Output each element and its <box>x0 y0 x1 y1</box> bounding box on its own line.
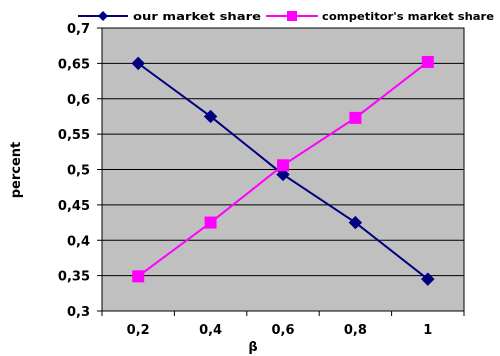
series-2-point <box>349 111 362 124</box>
y-tick-label: 0,7 <box>67 22 90 37</box>
series-2-point <box>277 159 289 172</box>
legend-marker-1 <box>98 11 108 21</box>
legend: our market share competitor's market shar… <box>78 10 494 23</box>
y-tick-label: 0,65 <box>58 57 90 72</box>
y-tick-label: 0,6 <box>67 93 90 108</box>
legend-marker-2 <box>287 11 297 21</box>
y-tick-label: 0,35 <box>58 270 90 285</box>
y-tick-label: 0,3 <box>67 305 90 320</box>
y-axis-label: percent <box>9 142 24 199</box>
series-1-point <box>421 272 435 286</box>
x-tick-label: 0,2 <box>127 323 150 338</box>
x-tick-label: 1 <box>423 323 432 338</box>
x-tick-label: 0,6 <box>271 323 294 338</box>
y-tick-label: 0,55 <box>58 128 90 143</box>
series-1-point <box>203 109 218 124</box>
series-2-point <box>132 270 145 283</box>
gridlines <box>102 62 464 277</box>
x-tick-label: 0,4 <box>199 323 222 338</box>
axes: 0,3 0,35 0,4 0,45 0,5 0,55 0,6 0,65 0,7 0,2 0,4 0,6… <box>58 22 465 338</box>
x-tick-label: 0,8 <box>344 323 367 338</box>
legend-label-2: competitor's market share <box>322 10 494 23</box>
series-2-point <box>421 55 434 68</box>
legend-label-1: our market share <box>133 10 261 23</box>
series-2-point <box>204 216 217 229</box>
y-tick-label: 0,5 <box>67 164 90 179</box>
y-tick-label: 0,45 <box>58 199 90 214</box>
x-axis-label: β <box>248 340 257 355</box>
series-1-point <box>276 167 290 182</box>
y-tick-label: 0,4 <box>67 234 90 249</box>
series-1-point <box>131 56 145 71</box>
series-1-point <box>348 215 363 230</box>
series-markers <box>131 55 435 286</box>
